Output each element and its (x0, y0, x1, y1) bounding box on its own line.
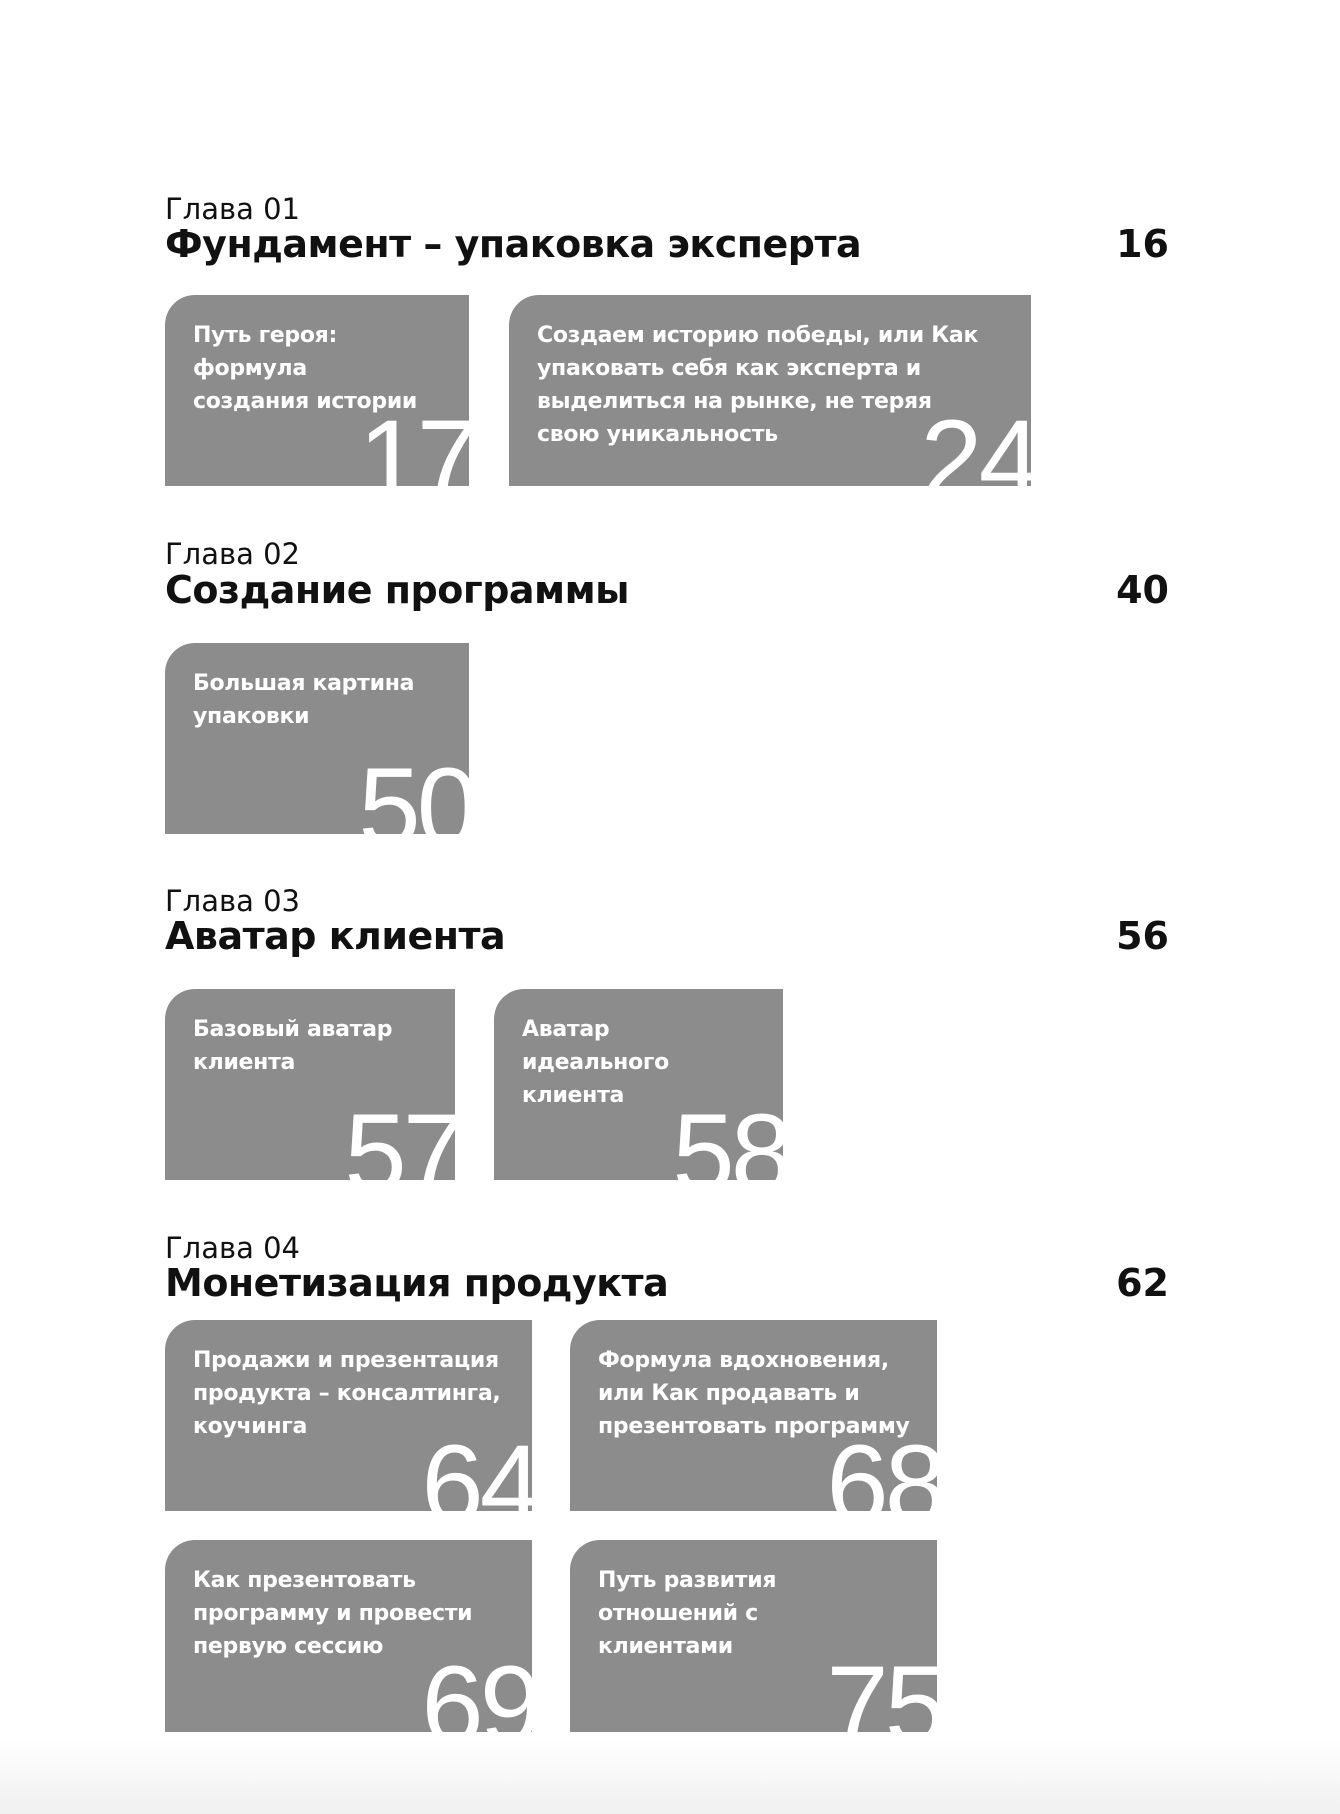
chapter-page[interactable]: 16 (1116, 222, 1169, 266)
section-card[interactable]: Путь развития отношений с клиентами 75 (570, 1540, 937, 1732)
chapter-label: Глава 04 (165, 1231, 300, 1265)
section-title: Формула вдохновения, или Как продавать и… (598, 1348, 910, 1439)
chapter-page[interactable]: 62 (1116, 1261, 1169, 1305)
section-card[interactable]: Аватар идеального клиента 58 (494, 989, 783, 1180)
section-page: 69 (421, 1643, 532, 1733)
section-title: Путь героя: формула создания истории (193, 323, 418, 414)
section-title: Создаем историю победы, или Как упаковат… (537, 323, 979, 447)
chapter-label: Глава 02 (165, 537, 300, 571)
section-card[interactable]: Как презентовать программу и провести пе… (165, 1540, 532, 1732)
section-title: Аватар идеального клиента (522, 1017, 669, 1108)
chapter-page[interactable]: 40 (1116, 568, 1169, 612)
chapter-title[interactable]: Монетизация продукта (165, 1261, 669, 1305)
section-page: 64 (421, 1422, 532, 1512)
section-page: 68 (826, 1422, 937, 1512)
section-title: Базовый аватар клиента (193, 1017, 393, 1075)
section-card[interactable]: Продажи и презентация продукта – консалт… (165, 1320, 532, 1511)
section-card[interactable]: Создаем историю победы, или Как упаковат… (509, 295, 1031, 486)
section-page: 17 (358, 397, 469, 487)
section-page: 57 (344, 1091, 455, 1181)
chapter-title[interactable]: Создание программы (165, 568, 630, 612)
chapter-label: Глава 03 (165, 884, 300, 918)
section-title: Как презентовать программу и провести пе… (193, 1568, 473, 1659)
section-card[interactable]: Базовый аватар клиента 57 (165, 989, 455, 1180)
chapter-page[interactable]: 56 (1116, 914, 1169, 958)
chapter-label: Глава 01 (165, 192, 300, 226)
section-page: 24 (920, 397, 1031, 487)
chapter-title[interactable]: Аватар клиента (165, 914, 506, 958)
section-card[interactable]: Большая картина упаковки 50 (165, 643, 469, 834)
chapter-title[interactable]: Фундамент – упаковка эксперта (165, 222, 862, 266)
section-page: 58 (672, 1091, 783, 1181)
section-page: 50 (358, 745, 469, 835)
section-title: Большая картина упаковки (193, 671, 415, 729)
section-title: Путь развития отношений с клиентами (598, 1568, 777, 1659)
section-title: Продажи и презентация продукта – консалт… (193, 1348, 501, 1439)
section-page: 75 (826, 1643, 937, 1733)
section-card[interactable]: Формула вдохновения, или Как продавать и… (570, 1320, 937, 1511)
section-card[interactable]: Путь героя: формула создания истории 17 (165, 295, 469, 486)
